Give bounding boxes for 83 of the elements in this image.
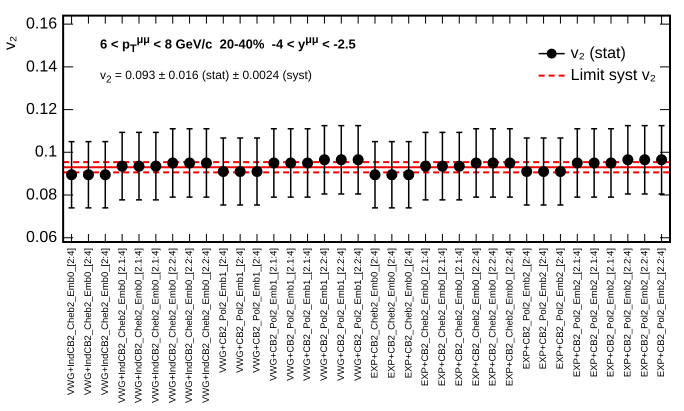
point (285, 157, 296, 168)
y-tick-label: 0.14 (26, 58, 58, 76)
x-tick-label: EXP+CB2_Pol2_Emb2_[2.2:4] (639, 248, 650, 378)
x-tick-label: VWG+CB2_Pol2_Emb1_[2.1:4] (285, 248, 296, 381)
point (100, 169, 111, 180)
x-tick-label: VWG+CB2_Pol2_Emb1_[2:4] (218, 248, 229, 373)
point (234, 166, 246, 178)
point (622, 154, 634, 166)
point (504, 157, 516, 168)
x-tick-label: EXP+CB2_Pol2_Emb2_[2.1:4] (588, 248, 600, 378)
point (302, 157, 314, 168)
x-tick-label: EXP+CB2_Cheb2_Emb0_[2:4] (403, 248, 414, 378)
y-tick-label: 0.1 (34, 144, 58, 161)
x-tick-label: VWG+CB2_Pol2_Emb1_[2.1:4] (268, 248, 280, 381)
point (268, 157, 280, 168)
y-axis-title: v₂ (2, 36, 20, 50)
x-tick-label: EXP+CB2_Cheb2_Emb0_[2.2:4] (470, 248, 482, 386)
point (588, 157, 600, 168)
annotation: 6 < p$_{T}$$^{μμ}$ < 8 GeV/c 20-40% -4 < y$^{μμ}$ < -2.5 (100, 34, 356, 55)
point (370, 169, 380, 180)
legend-label: v₂ (stat) (570, 45, 626, 62)
y-tick-label: 0.16 (26, 16, 58, 33)
point (66, 169, 78, 180)
point (218, 166, 229, 178)
x-tick-label: VWG+IndCB2_Cheb2_Emb0_[2:4] (100, 248, 111, 396)
x-tick-label: VWG+CB2_Pol2_Emb1_[2:4] (234, 248, 246, 373)
x-tick-label: EXP+CB2_Pol2_Emb2_[2:4] (538, 248, 550, 370)
x-tick-label: EXP+CB2_Cheb2_Emb0_[2.2:4] (504, 248, 516, 386)
point (554, 166, 566, 178)
y-tick-label: 0.06 (26, 229, 58, 246)
x-tick-label: VWG+IndCB2_Cheb2_Emb0_[2:4] (66, 248, 78, 396)
point (318, 154, 330, 166)
point (82, 169, 94, 180)
x-tick-label: EXP+CB2_Cheb2_Emb0_[2.1:4] (420, 248, 432, 386)
x-tick-label: VWG+IndCB2_Cheb2_Emb0_[2.1:4] (134, 248, 145, 404)
x-tick-label: EXP+CB2_Cheb2_Emb0_[2.1:4] (454, 248, 465, 386)
x-tick-label: VWG+CB2_Pol2_Emb1_[2:4] (252, 248, 263, 373)
x-tick-label: VWG+IndCB2_Cheb2_Emb0_[2.2:4] (167, 248, 178, 404)
x-tick-label: EXP+CB2_Pol2_Emb2_[2.2:4] (656, 248, 668, 378)
point (167, 157, 178, 168)
x-tick-label: VWG+CB2_Pol2_Emb1_[2.2:4] (319, 248, 330, 381)
point (420, 160, 432, 172)
x-tick-label: EXP+CB2_Pol2_Emb2_[2.2:4] (622, 248, 634, 378)
x-tick-label: EXP+CB2_Pol2_Emb2_[2:4] (521, 248, 532, 370)
y-tick-label: 0.08 (26, 186, 58, 204)
x-tick-label: VWG+IndCB2_Cheb2_Emb0_[2.2:4] (201, 248, 212, 404)
x-tick-label: EXP+CB2_Cheb2_Emb0_[2:4] (370, 248, 381, 378)
x-tick-label: EXP+CB2_Pol2_Emb2_[2:4] (555, 248, 566, 370)
x-tick-label: EXP+CB2_Cheb2_Emb0_[2:4] (386, 248, 398, 378)
x-tick-label: VWG+IndCB2_Cheb2_Emb0_[2.1:4] (150, 248, 162, 404)
x-tick-label: VWG+CB2_Pol2_Emb1_[2.2:4] (336, 248, 347, 381)
x-tick-label: EXP+CB2_Pol2_Emb2_[2.1:4] (606, 248, 617, 378)
point (521, 166, 532, 178)
annotation: v$_{2}$ = 0.093 ± 0.016 (stat) ± 0.0024 (syst) (100, 68, 312, 86)
point (606, 157, 616, 168)
x-tick-label: VWG+IndCB2_Cheb2_Emb0_[2:4] (83, 248, 94, 396)
point (639, 154, 650, 166)
point (470, 157, 482, 168)
legend-label: Limit syst v₂ (570, 67, 656, 84)
point (656, 154, 668, 166)
point (454, 160, 465, 172)
point (352, 154, 364, 166)
point (403, 169, 414, 180)
point (134, 160, 144, 172)
point (436, 160, 448, 172)
point (252, 166, 262, 178)
x-tick-label: EXP+CB2_Pol2_Emb2_[2.1:4] (572, 248, 583, 378)
x-tick-label: VWG+IndCB2_Cheb2_Emb0_[2.2:4] (184, 248, 196, 404)
point (184, 157, 196, 168)
point (200, 157, 212, 168)
point (386, 169, 398, 180)
point (572, 157, 583, 168)
x-tick-label: EXP+CB2_Cheb2_Emb0_[2.2:4] (488, 248, 499, 386)
point (116, 160, 128, 172)
point (150, 160, 162, 172)
x-tick-label: EXP+CB2_Cheb2_Emb0_[2.1:4] (437, 248, 448, 386)
point (488, 157, 498, 168)
x-tick-label: VWG+CB2_Pol2_Emb1_[2.2:4] (352, 248, 364, 381)
x-tick-label: VWG+IndCB2_Cheb2_Emb0_[2.1:4] (116, 248, 128, 404)
point (538, 166, 550, 178)
y-tick-label: 0.12 (26, 100, 58, 118)
point (336, 154, 347, 166)
x-tick-label: VWG+CB2_Pol2_Emb1_[2.1:4] (302, 248, 314, 381)
